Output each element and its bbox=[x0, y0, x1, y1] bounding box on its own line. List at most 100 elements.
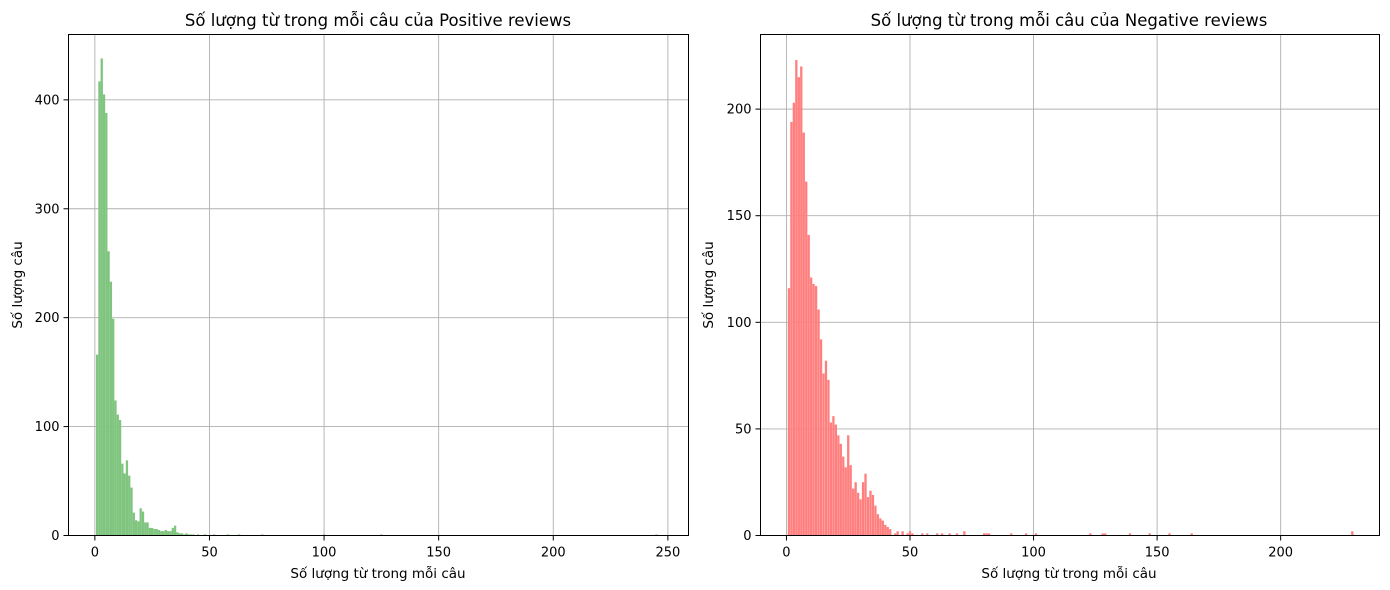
histogram-bar bbox=[148, 527, 152, 536]
histogram-bar bbox=[894, 533, 897, 536]
x-tick-label: 0 bbox=[91, 546, 99, 561]
histogram-bar bbox=[874, 505, 877, 536]
histogram-bar bbox=[911, 533, 914, 536]
histogram-bar bbox=[107, 251, 110, 536]
histogram-bar bbox=[940, 533, 944, 536]
histogram-bar bbox=[879, 518, 882, 536]
histogram-bar bbox=[155, 528, 158, 536]
histogram-bar bbox=[985, 533, 988, 536]
histogram-bar bbox=[802, 132, 805, 536]
histogram-bar bbox=[982, 533, 986, 536]
histogram-bar bbox=[886, 526, 889, 536]
histogram-bar bbox=[380, 534, 383, 536]
histogram-bar bbox=[180, 533, 184, 536]
histogram-bar bbox=[169, 531, 172, 536]
histogram-bar bbox=[1128, 533, 1132, 536]
histogram-bar bbox=[795, 60, 798, 536]
histogram-bar bbox=[926, 533, 929, 536]
histogram-bar bbox=[901, 531, 904, 536]
histogram-bar bbox=[1190, 533, 1193, 536]
histogram-bar bbox=[98, 81, 101, 536]
histogram-bar bbox=[157, 530, 161, 536]
histogram-bar bbox=[132, 512, 135, 536]
histogram-bar bbox=[1104, 533, 1107, 536]
y-tick-label: 200 bbox=[727, 103, 752, 118]
y-axis-label: Số lượng câu bbox=[700, 241, 717, 328]
histogram-bar bbox=[139, 508, 142, 536]
histogram-bar bbox=[178, 533, 181, 536]
histogram-bar bbox=[196, 534, 200, 536]
histogram-bar bbox=[189, 534, 193, 536]
histogram-bar bbox=[123, 473, 126, 536]
histogram-bar bbox=[819, 339, 823, 536]
histogram-bar bbox=[834, 424, 838, 536]
histogram-bar bbox=[164, 530, 168, 536]
x-tick-label: 150 bbox=[426, 546, 451, 561]
y-tick-label: 50 bbox=[735, 422, 752, 437]
histogram-bar bbox=[839, 443, 842, 536]
histogram-bar bbox=[185, 533, 188, 536]
histogram-bar bbox=[987, 533, 991, 536]
histogram-bar bbox=[1168, 533, 1171, 536]
histogram-bar bbox=[203, 534, 207, 536]
histogram-bar bbox=[238, 534, 241, 536]
x-tick-label: 50 bbox=[201, 546, 218, 561]
histogram-bar bbox=[936, 533, 939, 536]
histogram-bar bbox=[160, 531, 163, 536]
x-tick-label: 200 bbox=[541, 546, 566, 561]
histogram-bar bbox=[1010, 533, 1013, 536]
x-axis-label: Số lượng từ trong mỗi câu bbox=[290, 565, 465, 582]
histogram-bar bbox=[948, 533, 951, 536]
histogram-bar bbox=[908, 531, 912, 536]
positive-reviews-histogram: Số lượng từ trong mỗi câu của Positive r… bbox=[9, 11, 689, 582]
histogram-bar bbox=[856, 492, 860, 536]
histogram-bar bbox=[261, 534, 264, 536]
ticks: 0 50 100 150 200 250 0 100 200 300 400 bbox=[35, 93, 681, 560]
histogram-bar bbox=[1101, 533, 1104, 536]
histogram-bar bbox=[844, 467, 847, 536]
x-tick-label: 200 bbox=[1268, 546, 1293, 561]
y-tick-label: 150 bbox=[727, 209, 752, 224]
histogram-bar bbox=[116, 414, 119, 536]
histogram-bar bbox=[128, 475, 131, 536]
histogram-bar bbox=[847, 435, 850, 536]
histogram-bar bbox=[1351, 531, 1354, 536]
histogram-bar bbox=[655, 534, 658, 536]
histogram-bar bbox=[817, 309, 820, 536]
histogram-bar bbox=[100, 58, 103, 536]
histogram-bar bbox=[105, 112, 108, 536]
histogram-bar bbox=[906, 533, 909, 536]
histogram-bar bbox=[871, 494, 875, 536]
histogram-bar bbox=[192, 534, 195, 536]
y-axis-label: Số lượng câu bbox=[9, 241, 26, 328]
bars bbox=[96, 58, 658, 536]
histogram-bar bbox=[829, 422, 833, 536]
x-tick-label: 100 bbox=[312, 546, 337, 561]
histogram-bar bbox=[1034, 533, 1038, 536]
histogram-bar bbox=[146, 522, 149, 536]
histogram-bar bbox=[896, 531, 899, 536]
histogram-bar bbox=[1024, 533, 1028, 536]
y-tick-label: 200 bbox=[35, 311, 60, 326]
histogram-bar bbox=[810, 277, 813, 536]
histogram-bar bbox=[125, 460, 129, 536]
histogram-bar bbox=[176, 532, 179, 536]
y-tick-label: 0 bbox=[743, 529, 751, 544]
x-tick-label: 0 bbox=[782, 546, 790, 561]
bars bbox=[787, 60, 1354, 536]
histogram-bar bbox=[955, 533, 959, 536]
histogram-bar bbox=[787, 288, 791, 536]
x-tick-label: 50 bbox=[902, 546, 919, 561]
histogram-bar bbox=[852, 488, 855, 536]
histogram-bar bbox=[842, 456, 845, 536]
gridlines bbox=[68, 34, 689, 536]
histogram-bar bbox=[167, 531, 170, 536]
gridlines bbox=[760, 34, 1380, 536]
histogram-bar bbox=[876, 514, 880, 536]
histogram-bar bbox=[884, 524, 887, 536]
histogram-bar bbox=[921, 533, 924, 536]
histogram-bar bbox=[869, 490, 872, 536]
histogram-bar bbox=[805, 181, 808, 536]
histogram-bar bbox=[183, 534, 186, 536]
y-tick-label: 400 bbox=[35, 93, 60, 108]
